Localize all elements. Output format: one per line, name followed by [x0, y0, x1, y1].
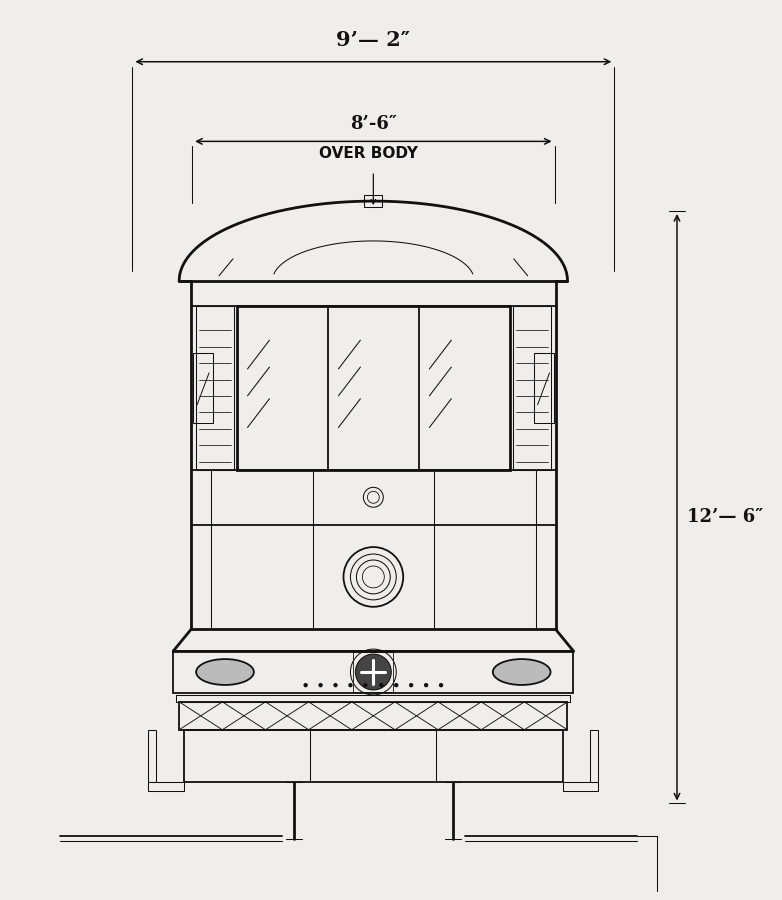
Text: 8’-6″: 8’-6″: [350, 115, 396, 133]
Circle shape: [318, 683, 323, 688]
Circle shape: [439, 683, 443, 688]
Bar: [179, 702, 568, 730]
Bar: [513, 306, 551, 470]
Bar: [185, 730, 562, 781]
Circle shape: [348, 683, 353, 688]
Circle shape: [424, 683, 429, 688]
Circle shape: [363, 683, 368, 688]
Bar: [149, 730, 156, 781]
Circle shape: [303, 683, 308, 688]
Circle shape: [379, 683, 383, 688]
Circle shape: [409, 683, 414, 688]
Bar: [533, 353, 554, 423]
Ellipse shape: [493, 659, 551, 685]
Bar: [562, 781, 598, 791]
Bar: [353, 652, 393, 692]
Circle shape: [356, 654, 391, 690]
Bar: [196, 306, 234, 470]
Ellipse shape: [196, 659, 254, 685]
Bar: [590, 730, 598, 781]
Bar: [364, 195, 382, 207]
Text: 9’— 2″: 9’— 2″: [336, 30, 411, 50]
Text: OVER BODY: OVER BODY: [319, 147, 418, 161]
Circle shape: [394, 683, 399, 688]
Bar: [193, 353, 213, 423]
Bar: [149, 781, 185, 791]
Text: 12’— 6″: 12’— 6″: [687, 508, 763, 526]
Circle shape: [333, 683, 338, 688]
Bar: [237, 306, 510, 470]
Bar: [174, 651, 573, 693]
